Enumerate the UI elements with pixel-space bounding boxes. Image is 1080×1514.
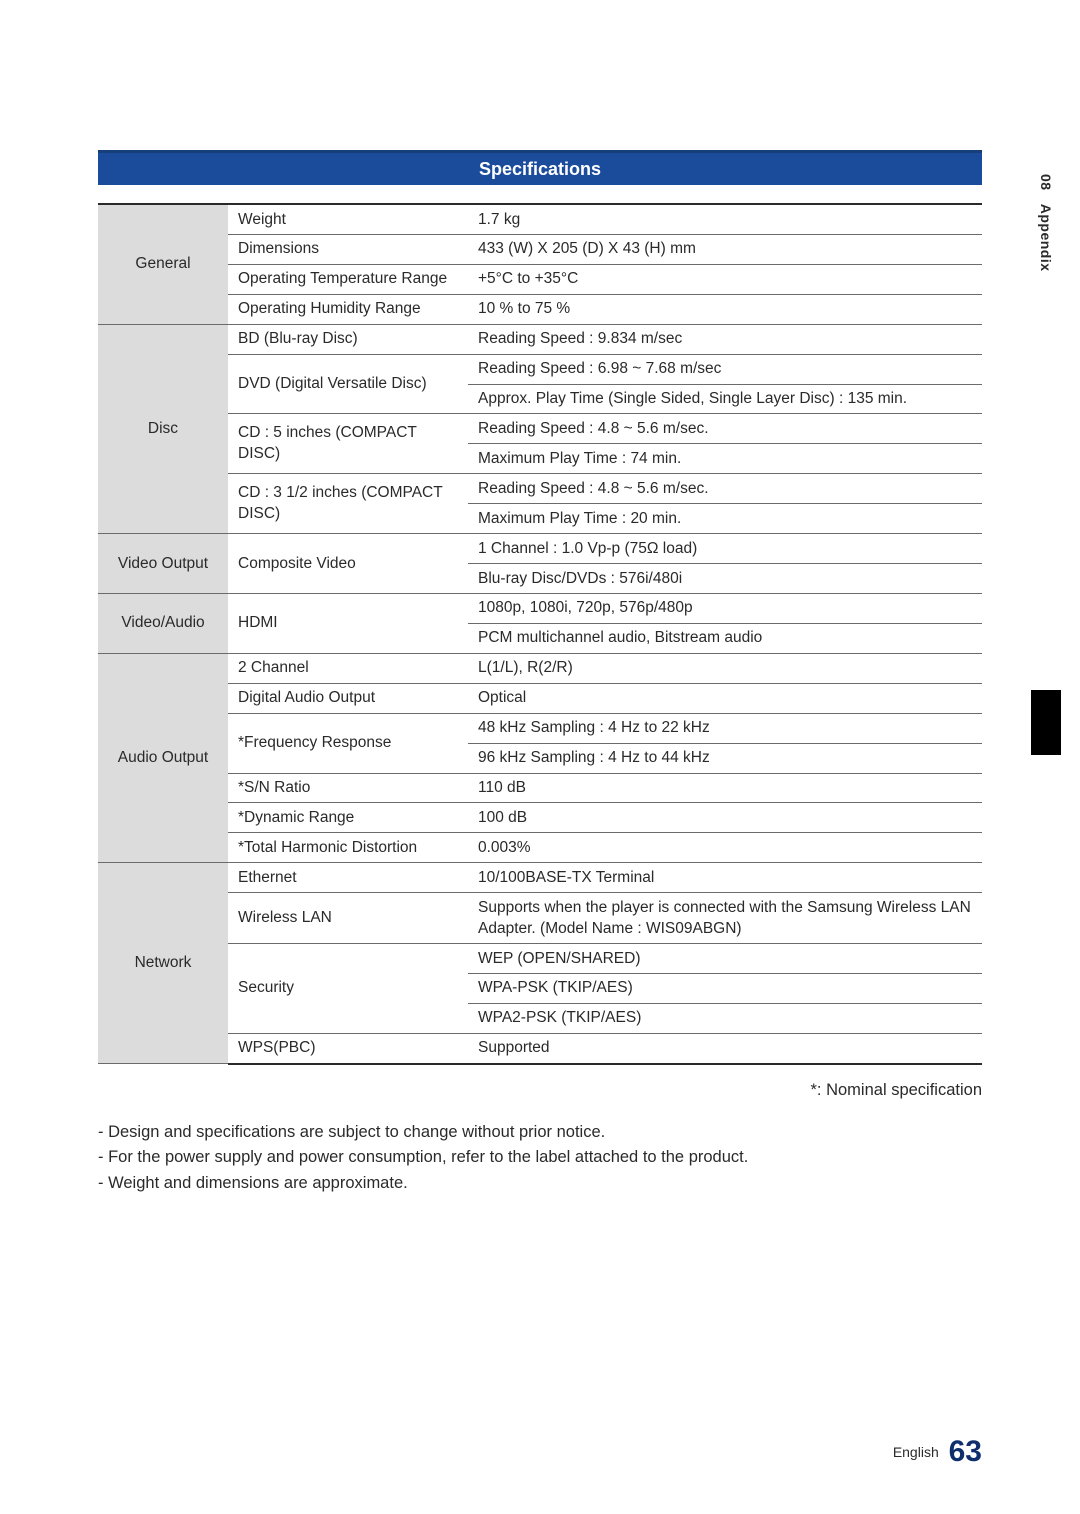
table-row: *Frequency Response48 kHz Sampling : 4 H… bbox=[98, 713, 982, 743]
label-cell: Weight bbox=[228, 204, 468, 234]
table-row: Operating Humidity Range10 % to 75 % bbox=[98, 294, 982, 324]
value-cell: Reading Speed : 9.834 m/sec bbox=[468, 324, 982, 354]
label-cell: Dimensions bbox=[228, 234, 468, 264]
table-row: Wireless LANSupports when the player is … bbox=[98, 893, 982, 944]
label-cell: CD : 5 inches (COMPACT DISC) bbox=[228, 414, 468, 474]
value-cell: Reading Speed : 6.98 ~ 7.68 m/sec bbox=[468, 354, 982, 384]
label-cell: WPS(PBC) bbox=[228, 1033, 468, 1063]
table-row: Video OutputComposite Video1 Channel : 1… bbox=[98, 534, 982, 564]
table-row: GeneralWeight1.7 kg bbox=[98, 204, 982, 234]
footnote-line: Weight and dimensions are approximate. bbox=[98, 1171, 982, 1197]
table-row: Video/AudioHDMI1080p, 1080i, 720p, 576p/… bbox=[98, 593, 982, 623]
label-cell: Security bbox=[228, 944, 468, 1034]
label-cell: Operating Temperature Range bbox=[228, 264, 468, 294]
category-cell: Disc bbox=[98, 324, 228, 533]
chapter-number: 08 bbox=[1038, 174, 1054, 191]
value-cell: 10/100BASE-TX Terminal bbox=[468, 863, 982, 893]
value-cell: 48 kHz Sampling : 4 Hz to 22 kHz bbox=[468, 713, 982, 743]
category-cell: Audio Output bbox=[98, 653, 228, 862]
value-cell: Maximum Play Time : 20 min. bbox=[468, 504, 982, 534]
category-cell: Video/Audio bbox=[98, 593, 228, 653]
category-cell: General bbox=[98, 204, 228, 324]
table-row: CD : 5 inches (COMPACT DISC)Reading Spee… bbox=[98, 414, 982, 444]
footnote-line: Design and specifications are subject to… bbox=[98, 1120, 982, 1146]
value-cell: Maximum Play Time : 74 min. bbox=[468, 444, 982, 474]
label-cell: 2 Channel bbox=[228, 653, 468, 683]
table-row: Digital Audio OutputOptical bbox=[98, 683, 982, 713]
value-cell: WPA-PSK (TKIP/AES) bbox=[468, 973, 982, 1003]
table-row: *S/N Ratio110 dB bbox=[98, 773, 982, 803]
value-cell: 10 % to 75 % bbox=[468, 294, 982, 324]
section-title: Specifications bbox=[479, 159, 601, 179]
value-cell: PCM multichannel audio, Bitstream audio bbox=[468, 623, 982, 653]
nominal-note: *: Nominal specification bbox=[98, 1081, 982, 1100]
label-cell: Wireless LAN bbox=[228, 893, 468, 944]
label-cell: BD (Blu-ray Disc) bbox=[228, 324, 468, 354]
value-cell: 433 (W) X 205 (D) X 43 (H) mm bbox=[468, 234, 982, 264]
value-cell: 1 Channel : 1.0 Vp-p (75Ω load) bbox=[468, 534, 982, 564]
table-row: DVD (Digital Versatile Disc)Reading Spee… bbox=[98, 354, 982, 384]
category-cell: Video Output bbox=[98, 534, 228, 594]
label-cell: HDMI bbox=[228, 593, 468, 653]
table-row: Dimensions433 (W) X 205 (D) X 43 (H) mm bbox=[98, 234, 982, 264]
value-cell: 1.7 kg bbox=[468, 204, 982, 234]
value-cell: Approx. Play Time (Single Sided, Single … bbox=[468, 384, 982, 414]
value-cell: WEP (OPEN/SHARED) bbox=[468, 944, 982, 974]
category-cell: Network bbox=[98, 863, 228, 1064]
section-header: Specifications bbox=[98, 150, 982, 185]
table-row: DiscBD (Blu-ray Disc)Reading Speed : 9.8… bbox=[98, 324, 982, 354]
label-cell: CD : 3 1/2 inches (COMPACT DISC) bbox=[228, 474, 468, 534]
value-cell: Reading Speed : 4.8 ~ 5.6 m/sec. bbox=[468, 414, 982, 444]
value-cell: Blu-ray Disc/DVDs : 576i/480i bbox=[468, 564, 982, 594]
value-cell: Reading Speed : 4.8 ~ 5.6 m/sec. bbox=[468, 474, 982, 504]
value-cell: Supports when the player is connected wi… bbox=[468, 893, 982, 944]
table-row: CD : 3 1/2 inches (COMPACT DISC)Reading … bbox=[98, 474, 982, 504]
thumb-tab bbox=[1031, 690, 1061, 755]
table-row: NetworkEthernet10/100BASE-TX Terminal bbox=[98, 863, 982, 893]
table-row: SecurityWEP (OPEN/SHARED) bbox=[98, 944, 982, 974]
table-row: Audio Output2 ChannelL(1/L), R(2/R) bbox=[98, 653, 982, 683]
page-footer: English 63 bbox=[893, 1435, 982, 1469]
value-cell: 110 dB bbox=[468, 773, 982, 803]
label-cell: *Dynamic Range bbox=[228, 803, 468, 833]
label-cell: *S/N Ratio bbox=[228, 773, 468, 803]
value-cell: 100 dB bbox=[468, 803, 982, 833]
label-cell: Digital Audio Output bbox=[228, 683, 468, 713]
label-cell: *Frequency Response bbox=[228, 713, 468, 773]
page-frame: 08 Appendix Specifications GeneralWeight… bbox=[98, 50, 982, 1464]
section-name: Appendix bbox=[1038, 204, 1054, 272]
value-cell: 96 kHz Sampling : 4 Hz to 44 kHz bbox=[468, 743, 982, 773]
value-cell: Supported bbox=[468, 1033, 982, 1063]
footnote-line: For the power supply and power consumpti… bbox=[98, 1145, 982, 1171]
value-cell: L(1/L), R(2/R) bbox=[468, 653, 982, 683]
table-row: *Total Harmonic Distortion0.003% bbox=[98, 833, 982, 863]
content-area: Specifications GeneralWeight1.7 kgDimens… bbox=[98, 150, 982, 1196]
value-cell: +5°C to +35°C bbox=[468, 264, 982, 294]
page-number: 63 bbox=[949, 1435, 982, 1468]
table-row: WPS(PBC)Supported bbox=[98, 1033, 982, 1063]
footnotes: Design and specifications are subject to… bbox=[98, 1120, 982, 1197]
value-cell: WPA2-PSK (TKIP/AES) bbox=[468, 1003, 982, 1033]
footer-lang: English bbox=[893, 1444, 939, 1460]
table-row: Operating Temperature Range+5°C to +35°C bbox=[98, 264, 982, 294]
value-cell: 1080p, 1080i, 720p, 576p/480p bbox=[468, 593, 982, 623]
specifications-table: GeneralWeight1.7 kgDimensions433 (W) X 2… bbox=[98, 203, 982, 1065]
label-cell: Operating Humidity Range bbox=[228, 294, 468, 324]
label-cell: *Total Harmonic Distortion bbox=[228, 833, 468, 863]
label-cell: Composite Video bbox=[228, 534, 468, 594]
label-cell: Ethernet bbox=[228, 863, 468, 893]
sidebar-label: 08 Appendix bbox=[1038, 174, 1054, 272]
value-cell: Optical bbox=[468, 683, 982, 713]
table-row: *Dynamic Range100 dB bbox=[98, 803, 982, 833]
label-cell: DVD (Digital Versatile Disc) bbox=[228, 354, 468, 414]
value-cell: 0.003% bbox=[468, 833, 982, 863]
